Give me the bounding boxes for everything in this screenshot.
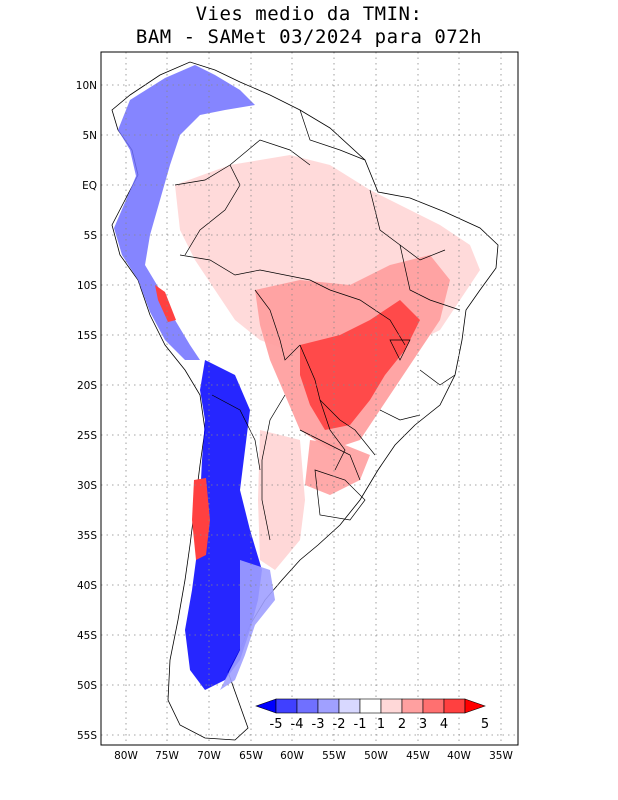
lat-tick-label: 20S bbox=[77, 380, 97, 392]
bias-red-chile-strip bbox=[192, 478, 210, 560]
lat-tick-label: 5N bbox=[82, 130, 97, 142]
colorbar-label: -5 bbox=[270, 717, 283, 732]
colorbar-swatch bbox=[275, 698, 298, 714]
lat-axis: 10N 5N EQ 5S 10S 15S 20S 25S 30S 35S 40S… bbox=[76, 80, 98, 742]
colorbar-swatch bbox=[380, 698, 403, 714]
colorbar-swatch bbox=[359, 698, 382, 714]
colorbar-swatch bbox=[443, 698, 466, 714]
lat-tick-label: 30S bbox=[77, 480, 97, 492]
map-title-line-1: Vies medio da TMIN: bbox=[195, 3, 423, 25]
lat-tick-label: 5S bbox=[84, 230, 98, 242]
lon-tick-label: 60W bbox=[280, 750, 304, 762]
lat-tick-label: 40S bbox=[77, 580, 97, 592]
colorbar-swatch bbox=[338, 698, 361, 714]
colorbar-arrow-high bbox=[464, 698, 486, 714]
country-borders bbox=[174, 109, 461, 541]
colorbar-label: 3 bbox=[419, 717, 427, 732]
lon-tick-label: 70W bbox=[197, 750, 221, 762]
colorbar-swatch bbox=[317, 698, 340, 714]
colorbar-label: 2 bbox=[398, 717, 406, 732]
colorbar-swatch bbox=[401, 698, 424, 714]
lat-tick-label: 45S bbox=[77, 630, 97, 642]
colorbar-label: 5 bbox=[481, 717, 489, 732]
bias-red-andes-strip bbox=[155, 285, 176, 322]
map-frame bbox=[100, 51, 519, 746]
lat-tick-label: 35S bbox=[77, 530, 97, 542]
colorbar-label: 1 bbox=[377, 717, 385, 732]
bias-strong-red-core bbox=[300, 300, 420, 430]
lon-axis: 80W 75W 70W 65W 60W 55W 50W 45W 40W 35W bbox=[114, 750, 513, 762]
colorbar: -5 -4 -3 -2 -1 1 2 3 4 5 bbox=[255, 697, 496, 732]
colorbar-swatch bbox=[422, 698, 445, 714]
lat-tick-label: EQ bbox=[82, 180, 97, 192]
lat-tick-label: 15S bbox=[77, 330, 97, 342]
lat-tick-label: 25S bbox=[77, 430, 97, 442]
lon-tick-label: 50W bbox=[364, 750, 388, 762]
bias-light-blue-patagonia bbox=[220, 560, 275, 690]
lat-tick-label: 50S bbox=[77, 680, 97, 692]
lat-tick-label: 10S bbox=[77, 280, 97, 292]
bias-red-patch-south bbox=[305, 440, 370, 495]
lon-tick-label: 45W bbox=[406, 750, 430, 762]
lat-tick-label: 55S bbox=[77, 730, 97, 742]
colorbar-label: -3 bbox=[312, 717, 325, 732]
lon-tick-label: 55W bbox=[322, 750, 346, 762]
bias-light-red-south bbox=[258, 430, 305, 570]
colorbar-label: 4 bbox=[440, 717, 448, 732]
colorbar-label: -1 bbox=[354, 717, 367, 732]
map-title-line-2: BAM - SAMet 03/2024 para 072h bbox=[135, 26, 483, 48]
lat-tick-label: 10N bbox=[76, 80, 97, 92]
lon-tick-label: 75W bbox=[155, 750, 179, 762]
graticule bbox=[101, 52, 518, 745]
colorbar-label: -4 bbox=[291, 717, 304, 732]
lon-tick-label: 80W bbox=[114, 750, 138, 762]
bias-blue-andes-north bbox=[114, 65, 255, 360]
colorbar-label: -2 bbox=[333, 717, 346, 732]
lon-tick-label: 65W bbox=[239, 750, 263, 762]
lon-tick-label: 35W bbox=[489, 750, 513, 762]
colorbar-swatch bbox=[296, 698, 319, 714]
lon-tick-label: 40W bbox=[447, 750, 471, 762]
